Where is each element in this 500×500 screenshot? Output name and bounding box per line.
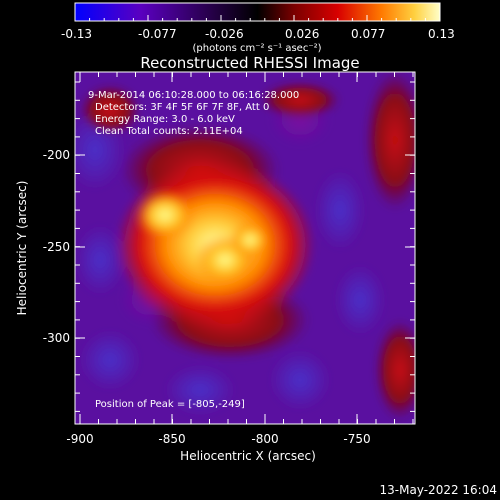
x-tick-label-0: -900 — [66, 432, 93, 446]
colorbar-tick-label-2: -0.026 — [205, 27, 244, 41]
colorbar: -0.13 -0.077 -0.026 0.026 0.077 0.13 (ph… — [61, 2, 455, 54]
x-tick-label-3: -750 — [343, 432, 370, 446]
colorbar-tick-label-4: 0.077 — [351, 27, 385, 41]
colorbar-gradient — [74, 2, 441, 22]
colorbar-tick-label-0: -0.13 — [61, 27, 92, 41]
info-clean-counts: Clean Total counts: 2.11E+04 — [95, 126, 243, 137]
colorbar-tick-label-3: 0.026 — [285, 27, 319, 41]
info-energy-range: Energy Range: 3.0 - 6.0 keV — [95, 114, 235, 125]
colorbar-tick-label-1: -0.077 — [138, 27, 177, 41]
y-axis-label: Heliocentric Y (arcsec) — [15, 181, 29, 316]
y-tick-label-2: -300 — [43, 331, 70, 345]
colorbar-tick-label-5: 0.13 — [428, 27, 455, 41]
info-detectors: Detectors: 3F 4F 5F 6F 7F 8F, Att 0 — [95, 102, 269, 113]
axis-ticks — [75, 72, 415, 424]
y-tick-label-0: -200 — [43, 148, 70, 162]
footer-timestamp: 13-May-2022 16:04 — [380, 483, 497, 497]
plot-title: Reconstructed RHESSI Image — [140, 54, 359, 72]
colorbar-units-label: (photons cm⁻² s⁻¹ asec⁻²) — [192, 43, 321, 54]
y-tick-label-1: -250 — [43, 240, 70, 254]
peak-position-label: Position of Peak = [-805,-249] — [95, 399, 245, 410]
plot-frame — [74, 71, 416, 425]
x-axis-label: Heliocentric X (arcsec) — [180, 449, 316, 463]
x-tick-label-2: -800 — [251, 432, 278, 446]
x-tick-label-1: -850 — [158, 432, 185, 446]
colorbar-ticks — [74, 15, 441, 21]
info-time-range: 9-Mar-2014 06:10:28.000 to 06:16:28.000 — [88, 90, 299, 101]
rhessi-image — [75, 72, 415, 424]
